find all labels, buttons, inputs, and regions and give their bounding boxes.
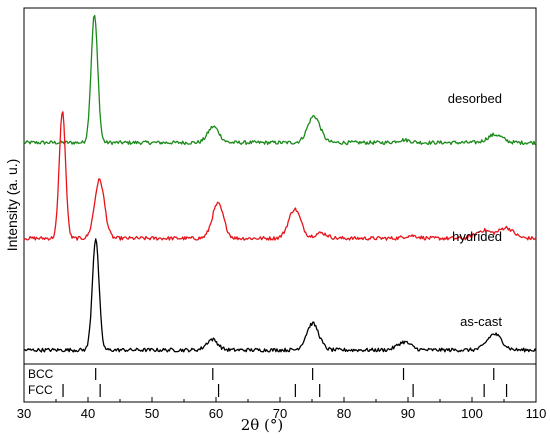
ref-label-bcc: BCC <box>28 367 54 381</box>
x-tick-label: 70 <box>273 406 287 421</box>
series-layer: desorbed hydrided as-cast <box>23 14 537 353</box>
x-tick-label: 100 <box>461 406 483 421</box>
x-tick-label: 60 <box>209 406 223 421</box>
x-tick-label: 40 <box>81 406 95 421</box>
x-tick-label: 50 <box>145 406 159 421</box>
series-label-hydrided: hydrided <box>452 229 502 244</box>
x-axis-label: 2θ (°) <box>241 416 284 434</box>
series-label-desorbed: desorbed <box>448 91 502 106</box>
x-tick-label: 110 <box>526 406 547 421</box>
series-line-desorbed <box>23 14 537 146</box>
x-tick-label: 30 <box>17 406 31 421</box>
x-axis: 30 40 50 60 70 80 90 100 110 <box>17 397 547 421</box>
series-line-as-cast <box>23 238 537 353</box>
series-line-hydrided <box>23 111 537 241</box>
series-label-as-cast: as-cast <box>460 314 502 329</box>
reference-lines: BCC FCC <box>28 367 508 397</box>
ref-label-fcc: FCC <box>28 383 53 397</box>
y-axis-label: Intensity (a. u.) <box>4 159 20 252</box>
x-tick-label: 80 <box>337 406 351 421</box>
x-tick-label: 90 <box>401 406 415 421</box>
plot-frame <box>23 7 537 403</box>
